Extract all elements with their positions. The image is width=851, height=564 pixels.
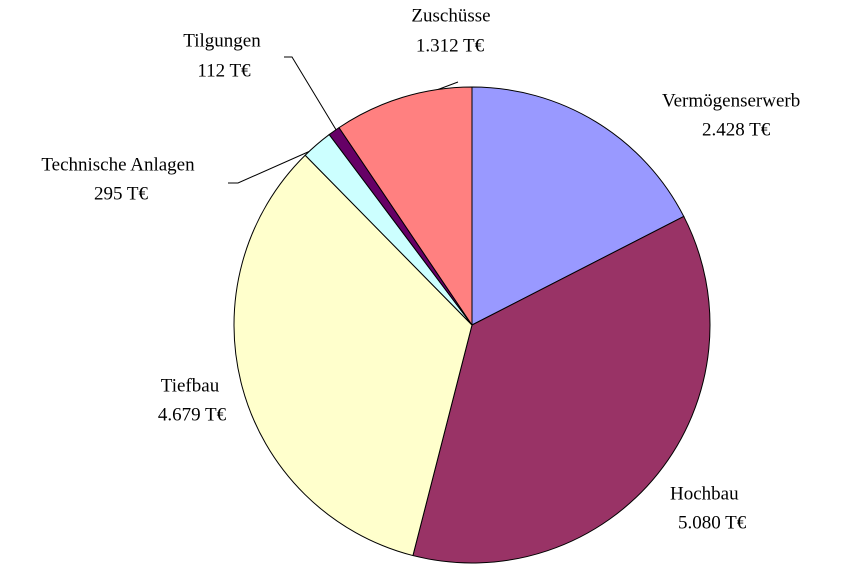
value-label: 112 T€ xyxy=(197,60,251,81)
pie-slice xyxy=(412,215,711,564)
value-label: 5.080 T€ xyxy=(678,512,747,533)
value-label: 2.428 T€ xyxy=(702,119,771,140)
pie-slice xyxy=(338,86,473,327)
value-label: 295 T€ xyxy=(94,183,149,204)
slice-label: Zuschüsse xyxy=(411,5,490,26)
value-label: 4.679 T€ xyxy=(158,404,227,425)
slice-label: Tiefbau xyxy=(161,375,220,396)
pie-slice xyxy=(233,154,473,557)
slice-label: Technische Anlagen xyxy=(41,154,195,175)
pie-slice xyxy=(471,86,685,326)
pie xyxy=(233,86,711,564)
slice-label: Tilgungen xyxy=(183,30,261,51)
slice-label: Vermögenserwerb xyxy=(662,90,800,111)
leader-line xyxy=(228,147,318,184)
value-label: 1.312 T€ xyxy=(416,35,485,56)
slice-label: Hochbau xyxy=(670,483,739,504)
labels: Vermögenserwerb 2.428 T€ Hochbau 5.080 T€ Ti… xyxy=(41,5,800,533)
leader-line xyxy=(284,56,339,134)
